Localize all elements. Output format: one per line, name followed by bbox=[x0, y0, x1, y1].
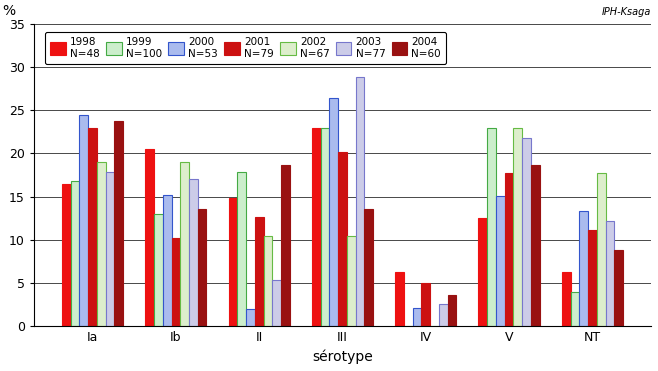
Bar bbox=[505, 173, 513, 326]
Bar bbox=[597, 173, 605, 326]
Bar bbox=[264, 236, 272, 326]
Bar bbox=[80, 115, 88, 326]
Bar bbox=[145, 149, 154, 326]
Legend: 1998
N=48, 1999
N=100, 2000
N=53, 2001
N=79, 2002
N=67, 2003
N=77, 2004
N=60: 1998 N=48, 1999 N=100, 2000 N=53, 2001 N… bbox=[45, 32, 446, 64]
Bar bbox=[70, 181, 80, 326]
X-axis label: sérotype: sérotype bbox=[312, 349, 373, 364]
Bar bbox=[255, 217, 264, 326]
Bar bbox=[531, 165, 540, 326]
Bar bbox=[163, 195, 172, 326]
Bar bbox=[562, 272, 570, 326]
Bar bbox=[615, 250, 623, 326]
Bar bbox=[62, 184, 70, 326]
Bar bbox=[246, 309, 255, 326]
Bar bbox=[413, 308, 421, 326]
Bar bbox=[320, 128, 330, 326]
Bar bbox=[579, 211, 588, 326]
Bar bbox=[570, 292, 579, 326]
Bar bbox=[180, 162, 189, 326]
Bar bbox=[487, 128, 496, 326]
Bar bbox=[447, 295, 457, 326]
Bar bbox=[365, 209, 373, 326]
Bar bbox=[97, 162, 106, 326]
Bar bbox=[114, 121, 123, 326]
Bar bbox=[238, 173, 246, 326]
Bar bbox=[355, 78, 365, 326]
Bar bbox=[588, 230, 597, 326]
Bar bbox=[395, 272, 404, 326]
Text: IPH-Ksaga: IPH-Ksaga bbox=[601, 7, 651, 17]
Bar bbox=[421, 283, 430, 326]
Y-axis label: %: % bbox=[3, 4, 16, 18]
Bar bbox=[228, 198, 238, 326]
Bar bbox=[106, 173, 114, 326]
Bar bbox=[154, 214, 163, 326]
Bar bbox=[172, 238, 180, 326]
Bar bbox=[522, 138, 531, 326]
Bar bbox=[605, 221, 615, 326]
Bar bbox=[496, 196, 505, 326]
Bar bbox=[189, 179, 198, 326]
Bar bbox=[281, 165, 290, 326]
Bar bbox=[439, 304, 447, 326]
Bar bbox=[513, 128, 522, 326]
Bar bbox=[198, 209, 207, 326]
Bar bbox=[88, 128, 97, 326]
Bar bbox=[478, 218, 487, 326]
Bar bbox=[330, 98, 338, 326]
Bar bbox=[312, 128, 320, 326]
Bar bbox=[347, 236, 355, 326]
Bar bbox=[272, 279, 281, 326]
Bar bbox=[338, 152, 347, 326]
